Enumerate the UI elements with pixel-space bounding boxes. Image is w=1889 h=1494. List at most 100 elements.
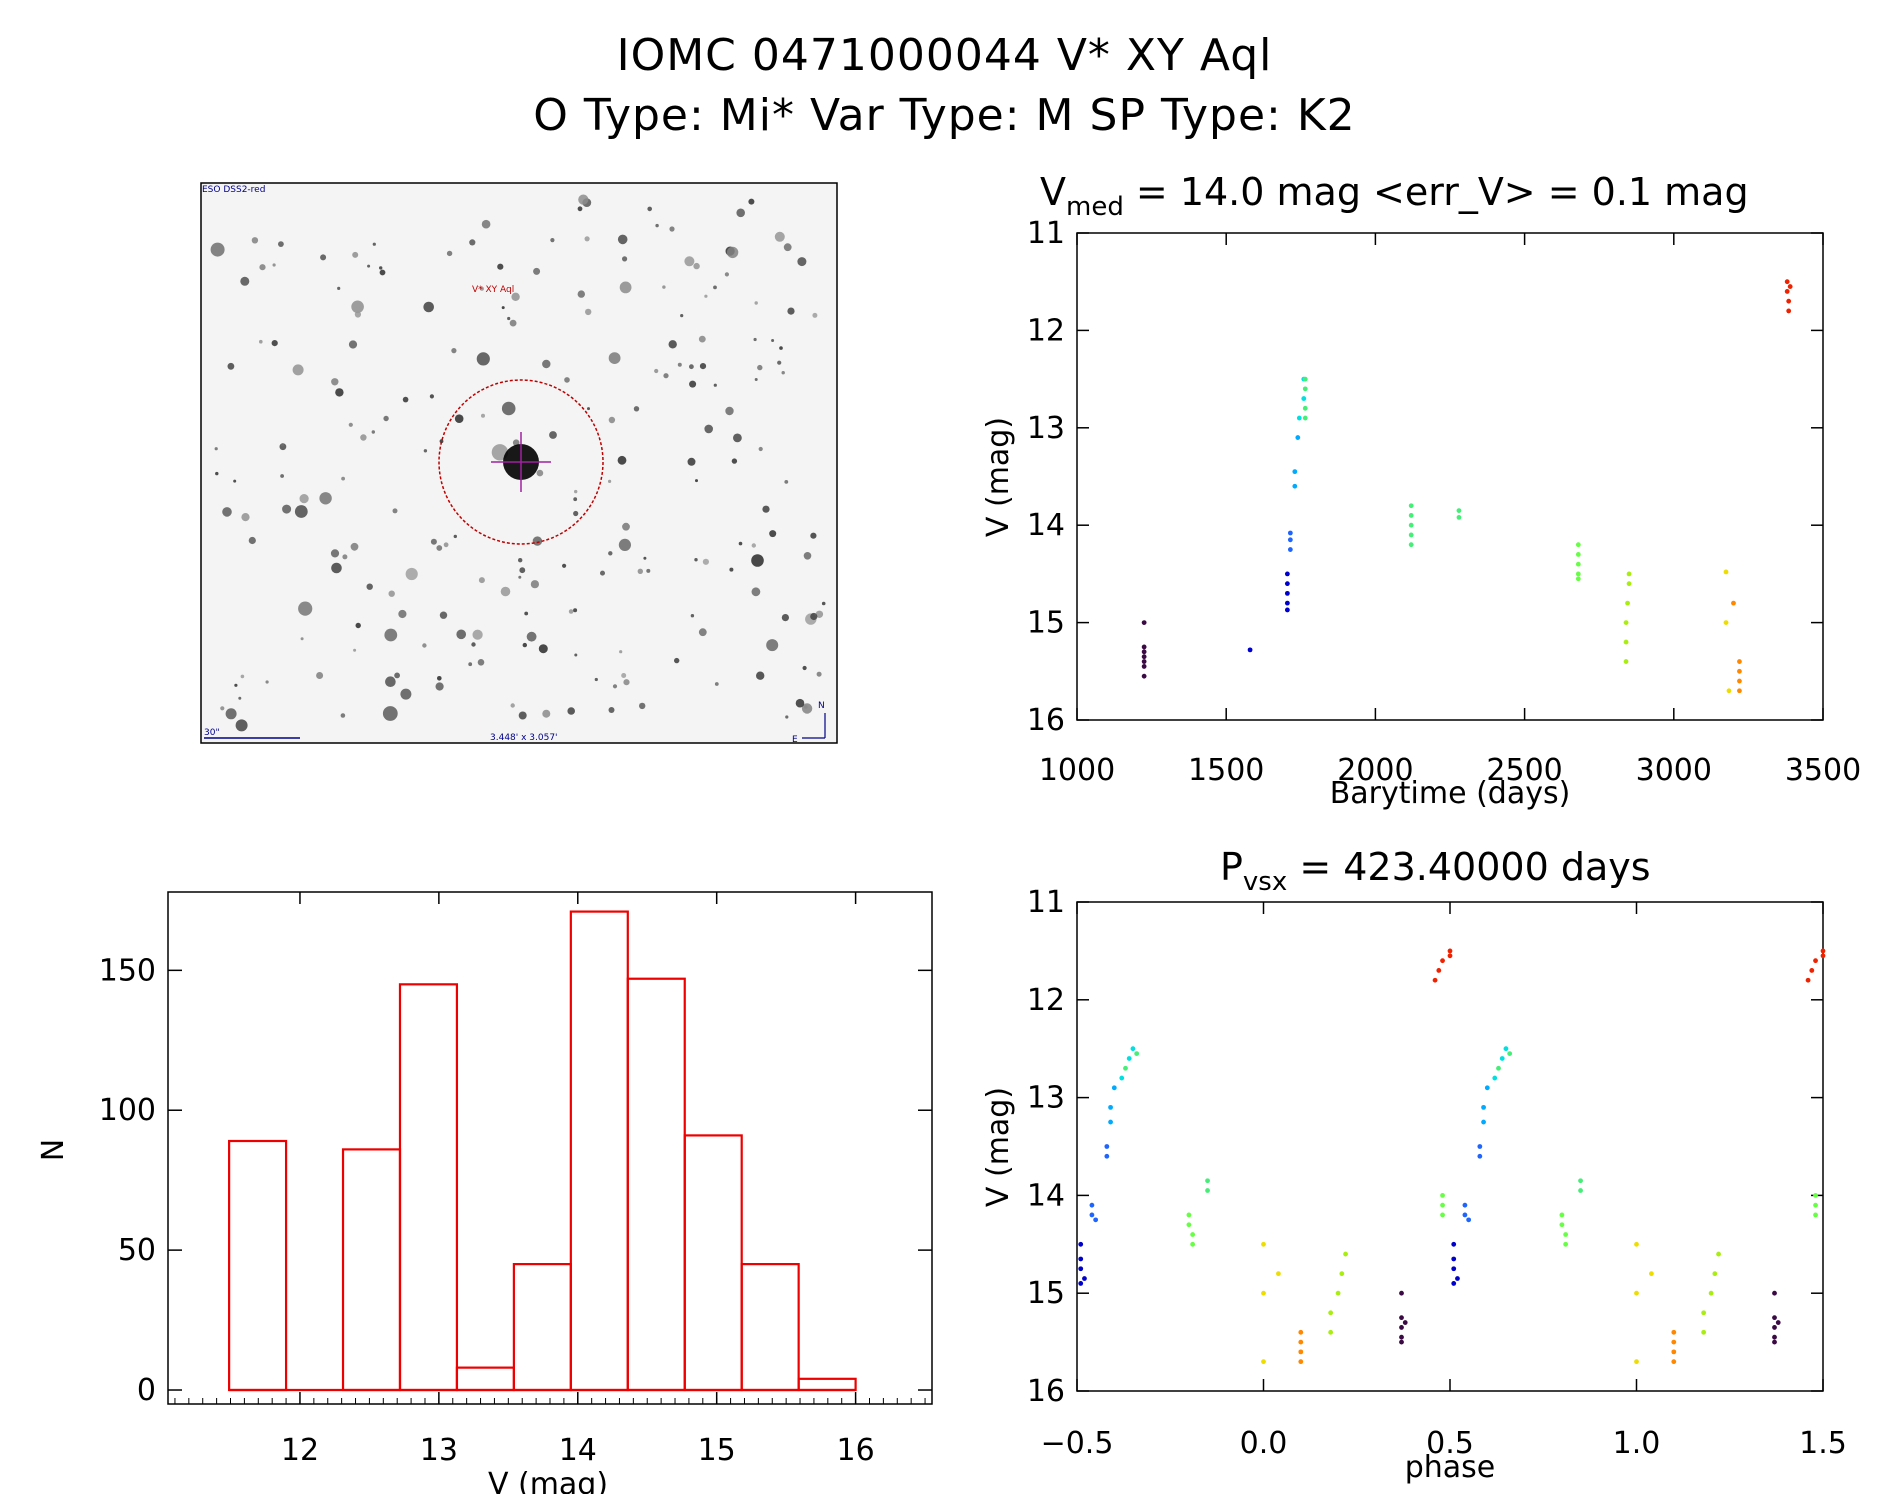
field-star bbox=[214, 447, 218, 451]
field-star bbox=[479, 286, 484, 291]
field-star bbox=[751, 543, 756, 548]
ph-point bbox=[1559, 1212, 1565, 1218]
field-star bbox=[300, 637, 304, 641]
ph-xtick-label: 1.5 bbox=[1799, 1426, 1847, 1461]
field-star bbox=[568, 609, 574, 614]
field-star bbox=[781, 614, 790, 622]
ph-ytick-label: 15 bbox=[1027, 1276, 1065, 1311]
lc-xtick-label: 1000 bbox=[1039, 753, 1115, 788]
field-star bbox=[355, 622, 361, 629]
lc-point bbox=[1575, 561, 1581, 567]
ph-point bbox=[1276, 1271, 1281, 1277]
field-star bbox=[731, 458, 738, 464]
ph-point bbox=[1578, 1178, 1583, 1184]
lc-point bbox=[1141, 654, 1147, 660]
ph-point bbox=[1772, 1339, 1777, 1345]
lc-xtick-label: 2000 bbox=[1337, 753, 1413, 788]
field-star bbox=[617, 455, 627, 465]
field-star bbox=[530, 580, 540, 589]
field-star bbox=[812, 312, 818, 318]
lc-point bbox=[1575, 542, 1581, 548]
ph-point bbox=[1462, 1202, 1468, 1208]
field-star bbox=[564, 377, 570, 383]
lc-point bbox=[1295, 435, 1301, 440]
field-star bbox=[643, 556, 647, 560]
ph-point bbox=[1440, 1193, 1445, 1198]
field-star bbox=[608, 352, 621, 364]
field-star bbox=[298, 601, 313, 616]
lc-point bbox=[1408, 532, 1414, 538]
field-star bbox=[337, 286, 341, 290]
field-star bbox=[394, 672, 400, 679]
lc-point bbox=[1292, 483, 1298, 489]
field-star bbox=[371, 430, 375, 434]
field-star bbox=[481, 413, 485, 418]
field-star bbox=[238, 696, 242, 700]
field-star bbox=[348, 422, 353, 427]
field-star bbox=[384, 628, 398, 642]
field-star bbox=[815, 610, 824, 618]
field-star bbox=[781, 371, 785, 375]
field-star bbox=[360, 434, 367, 441]
field-star bbox=[585, 308, 592, 316]
lc-point bbox=[1784, 289, 1790, 294]
histogram-bar bbox=[455, 1366, 515, 1392]
ph-point bbox=[1634, 1359, 1639, 1365]
field-star bbox=[725, 406, 734, 416]
histogram-ticks: 12 13 14 15 16 0 50 100 150 bbox=[99, 892, 932, 1468]
field-star bbox=[331, 562, 342, 574]
ph-point bbox=[1440, 958, 1445, 964]
ph-point bbox=[1813, 1212, 1818, 1218]
hist-xtick-label: 16 bbox=[837, 1433, 875, 1468]
ph-point bbox=[1082, 1276, 1087, 1281]
ph-xtick-label: 1.0 bbox=[1613, 1426, 1661, 1461]
ph-point bbox=[1108, 1104, 1113, 1110]
ph-point bbox=[1298, 1329, 1304, 1335]
field-star bbox=[714, 682, 719, 686]
field-star bbox=[436, 545, 443, 551]
lc-point bbox=[1623, 659, 1629, 664]
histogram-bar bbox=[626, 977, 686, 1392]
field-star bbox=[771, 339, 775, 342]
hist-xtick-label: 15 bbox=[698, 1433, 736, 1468]
field-star bbox=[757, 364, 763, 371]
field-star bbox=[509, 319, 517, 327]
ph-point bbox=[1772, 1334, 1777, 1340]
field-star bbox=[471, 642, 476, 647]
field-star bbox=[402, 396, 409, 403]
ph-point bbox=[1466, 1217, 1472, 1223]
ph-point bbox=[1775, 1320, 1781, 1325]
ph-point bbox=[1078, 1256, 1084, 1262]
field-star bbox=[392, 508, 398, 514]
field-star bbox=[335, 388, 344, 397]
ph-point bbox=[1563, 1232, 1569, 1237]
ph-point bbox=[1343, 1251, 1348, 1257]
field-star bbox=[704, 294, 708, 298]
field-star bbox=[724, 272, 730, 277]
lc-point bbox=[1787, 284, 1793, 289]
lc-point bbox=[1284, 571, 1290, 577]
field-star bbox=[687, 457, 696, 466]
field-star bbox=[573, 510, 579, 517]
field-star bbox=[680, 314, 684, 318]
lc-point bbox=[1141, 649, 1147, 655]
field-star bbox=[423, 301, 435, 313]
field-star bbox=[617, 234, 628, 245]
field-star bbox=[385, 676, 396, 687]
field-star bbox=[501, 306, 505, 310]
field-star bbox=[518, 711, 527, 720]
field-star bbox=[519, 567, 526, 574]
lc-point bbox=[1786, 298, 1792, 304]
lightcurve-ticks: 1000 1500 2000 2500 3000 3500 11 12 13 14 15 16 bbox=[1027, 216, 1861, 788]
field-star bbox=[251, 237, 259, 244]
field-star bbox=[367, 264, 371, 268]
field-star bbox=[748, 198, 755, 205]
field-star bbox=[549, 431, 557, 439]
field-star bbox=[802, 665, 807, 671]
field-star bbox=[340, 713, 346, 718]
ph-point bbox=[1563, 1241, 1569, 1247]
field-star bbox=[476, 352, 490, 366]
ph-point bbox=[1813, 1193, 1818, 1198]
field-star bbox=[352, 251, 359, 258]
lc-point bbox=[1726, 688, 1732, 694]
